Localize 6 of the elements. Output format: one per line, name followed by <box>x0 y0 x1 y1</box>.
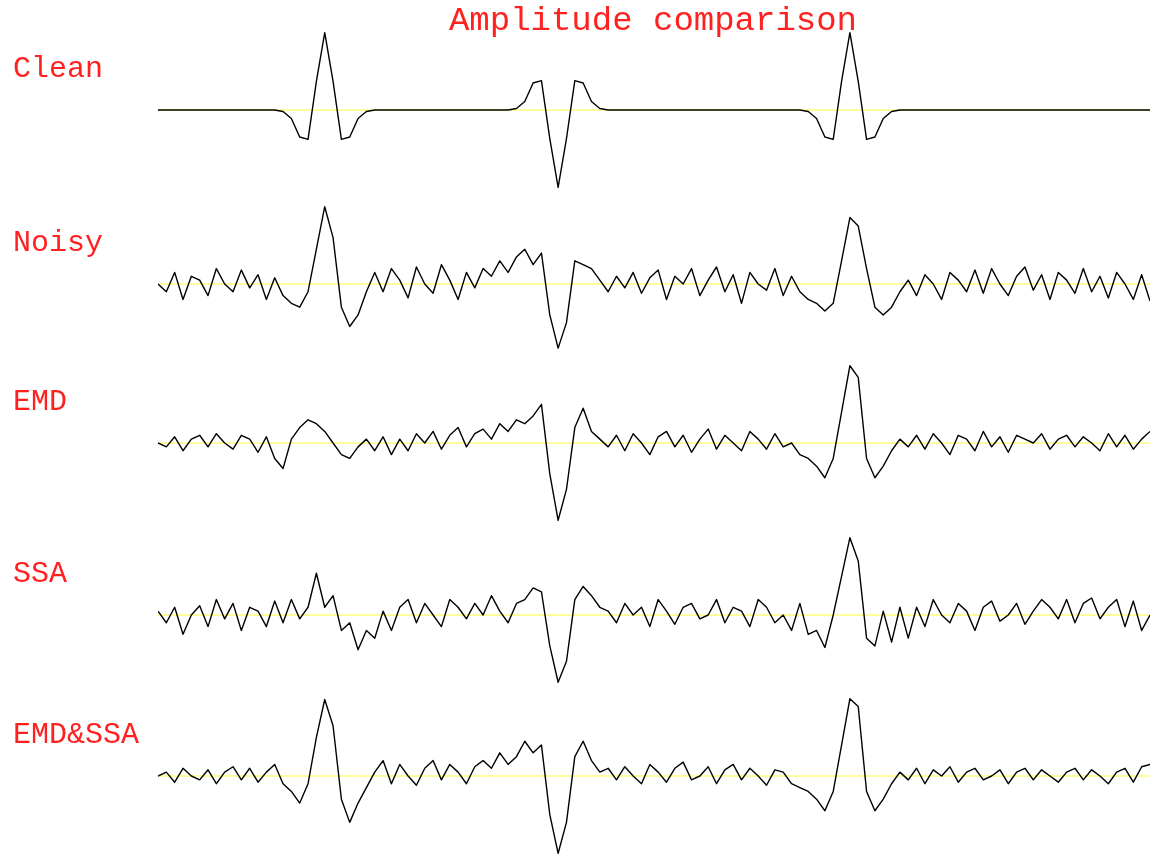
text: EMD <box>13 385 68 419</box>
series-label: Clean <box>13 52 104 86</box>
series-label: Noisy <box>13 226 104 260</box>
text: SSA <box>13 557 68 591</box>
series-label: EMD&SSA <box>13 718 140 752</box>
chart-title: Amplitude comparison <box>447 2 859 40</box>
